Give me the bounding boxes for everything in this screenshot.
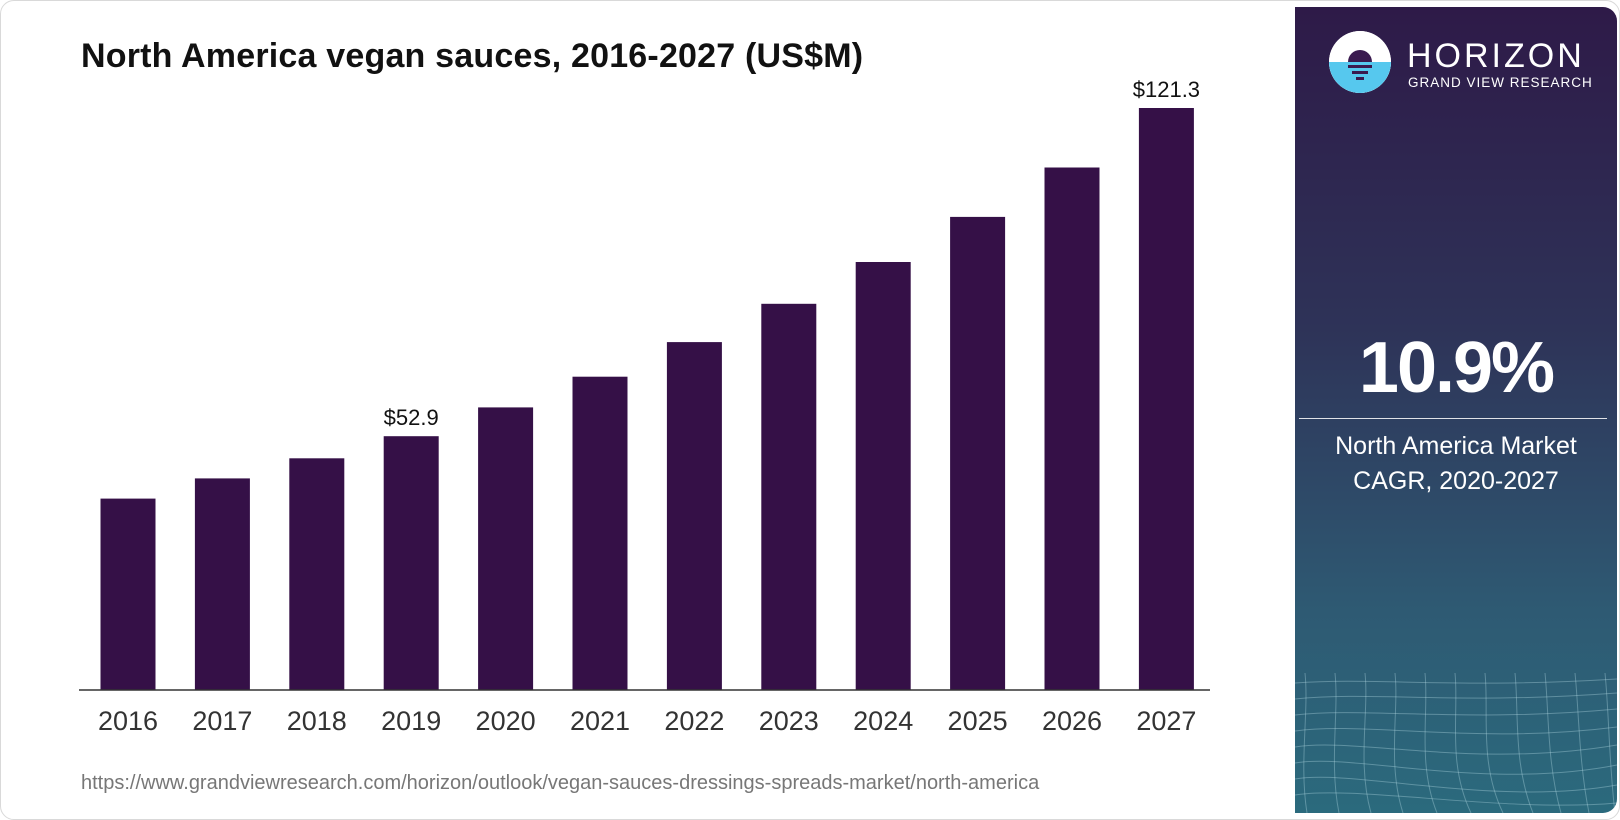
cagr-label-line1: North America Market [1335, 432, 1577, 460]
chart-title: North America vegan sauces, 2016-2027 (U… [81, 37, 864, 75]
side-panel: HORIZON GRAND VIEW RESEARCH 10.9% North … [1295, 7, 1617, 813]
bar-2017 [194, 478, 250, 690]
x-tick-2023: 2023 [759, 706, 819, 736]
bar-2020 [478, 407, 534, 690]
x-tick-2024: 2024 [853, 706, 913, 736]
x-tick-2027: 2027 [1136, 706, 1196, 736]
data-labels: $52.9 $121.3 [384, 77, 1200, 430]
x-tick-2020: 2020 [476, 706, 536, 736]
x-tick-2021: 2021 [570, 706, 630, 736]
x-tick-2022: 2022 [664, 706, 724, 736]
cagr-label: North America Market CAGR, 2020-2027 [1295, 429, 1617, 499]
bar-2018 [289, 458, 345, 690]
wave-mesh-graphic [1295, 673, 1617, 813]
x-tick-2017: 2017 [192, 706, 252, 736]
bar-2019 [383, 436, 439, 690]
bar-2027 [1138, 108, 1194, 690]
x-tick-2016: 2016 [98, 706, 158, 736]
source-url[interactable]: https://www.grandviewresearch.com/horizo… [81, 772, 1040, 794]
bar-2023 [761, 303, 817, 690]
data-label-2019: $52.9 [384, 405, 439, 430]
bar-2026 [1044, 167, 1100, 690]
cagr-divider [1299, 418, 1607, 419]
bar-2024 [855, 262, 911, 690]
horizon-logo-icon [1329, 31, 1391, 93]
cagr-label-line2: CAGR, 2020-2027 [1353, 467, 1559, 495]
bar-2016 [100, 498, 156, 690]
bar-2022 [666, 342, 722, 690]
x-tick-2019: 2019 [381, 706, 441, 736]
bars-group [100, 108, 1194, 690]
bar-2025 [950, 216, 1006, 690]
x-tick-2018: 2018 [287, 706, 347, 736]
x-tick-labels: 2016 2017 2018 2019 2020 2021 2022 2023 2024 2025… [98, 706, 1196, 736]
brand-name: HORIZON [1407, 37, 1585, 75]
x-tick-2026: 2026 [1042, 706, 1102, 736]
bar-chart: 2016 2017 2018 2019 2020 2021 2022 2023 2024 2025… [79, 77, 1210, 736]
bar-2021 [572, 376, 628, 690]
data-label-2027: $121.3 [1133, 77, 1200, 102]
cagr-value: 10.9% [1358, 328, 1555, 408]
x-tick-2025: 2025 [948, 706, 1008, 736]
brand-subtitle: GRAND VIEW RESEARCH [1408, 75, 1593, 90]
